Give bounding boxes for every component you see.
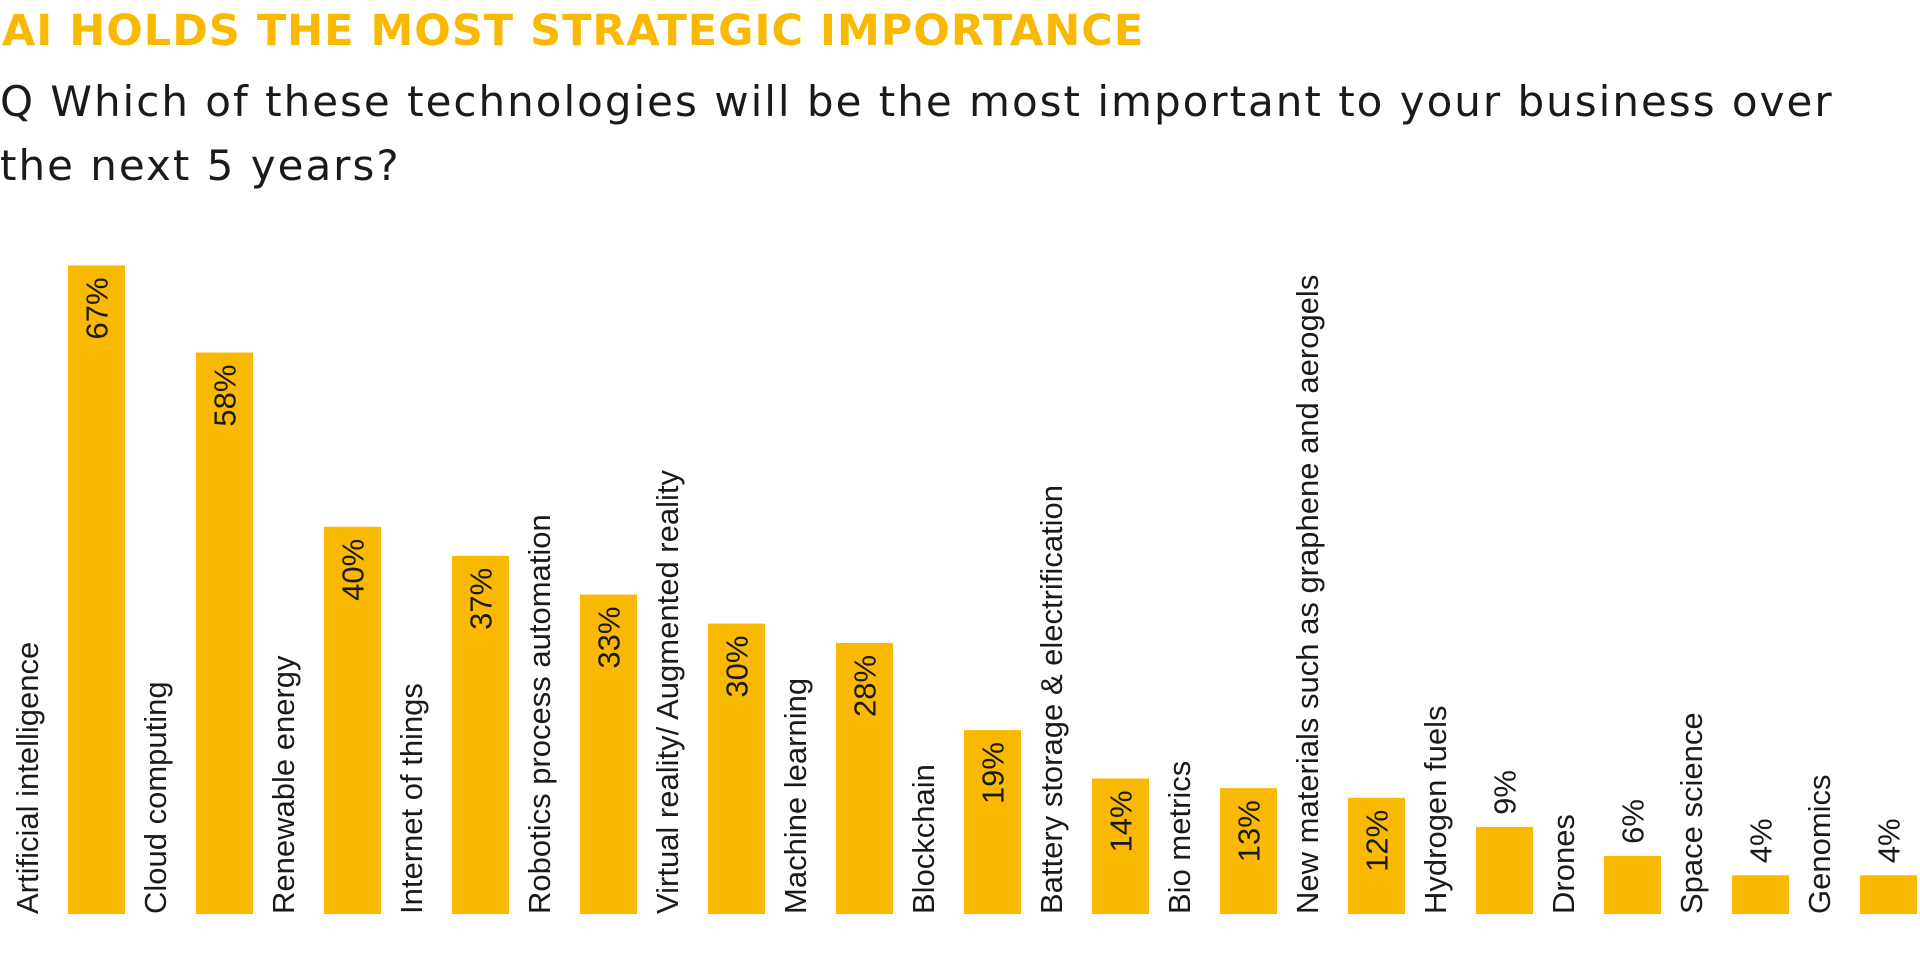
- data-label: 14%: [1104, 790, 1139, 852]
- bar-group: Drones 6%: [1546, 799, 1661, 914]
- bar: [1860, 875, 1917, 914]
- data-label: 12%: [1360, 810, 1395, 872]
- data-label: 4%: [1872, 818, 1907, 863]
- bar-group: Battery storage & electrification 14%: [1034, 485, 1149, 914]
- chart-subtitle: Q Which of these technologies will be th…: [0, 77, 1834, 190]
- bar: [1604, 855, 1661, 914]
- bar-group: Internet of things 37%: [394, 555, 509, 914]
- category-label: Blockchain: [906, 764, 941, 914]
- bar-group: Renewable energy 40%: [266, 526, 381, 914]
- bar-group: Artificial intelligence 67%: [10, 265, 125, 914]
- category-label: Battery storage & electrification: [1034, 485, 1069, 914]
- bar: [836, 642, 893, 914]
- category-label: Machine learning: [778, 678, 813, 914]
- bars-layer: Artificial intelligence 67% Cloud computin…: [10, 265, 1917, 914]
- bar: [452, 555, 509, 914]
- chart-title: AI HOLDS THE MOST STRATEGIC IMPORTANCE: [2, 6, 1145, 56]
- category-label: Internet of things: [394, 683, 429, 914]
- data-label: 37%: [464, 568, 499, 630]
- bar-group: Hydrogen fuels 9%: [1418, 705, 1533, 914]
- data-label: 30%: [720, 636, 755, 698]
- data-label: 33%: [592, 607, 627, 669]
- data-label: 4%: [1744, 818, 1779, 863]
- category-label: Artificial intelligence: [10, 642, 45, 914]
- bar: [708, 623, 765, 914]
- category-label: New materials such as graphene and aerog…: [1290, 275, 1325, 914]
- bar-group: Cloud computing 58%: [138, 352, 253, 914]
- bar-group: Bio metrics 13%: [1162, 761, 1277, 914]
- data-label: 58%: [208, 365, 243, 427]
- data-label: 13%: [1232, 800, 1267, 862]
- bar-group: Robotics process automation 33%: [522, 514, 637, 914]
- bar-group: Blockchain 19%: [906, 730, 1021, 914]
- category-label: Genomics: [1802, 774, 1837, 914]
- bar: [1732, 875, 1789, 914]
- bar-group: Machine learning 28%: [778, 642, 893, 914]
- category-label: Renewable energy: [266, 655, 301, 914]
- data-label: 67%: [80, 277, 115, 339]
- category-label: Cloud computing: [138, 681, 173, 914]
- category-label: Hydrogen fuels: [1418, 705, 1453, 914]
- bar: [1092, 778, 1149, 914]
- category-label: Robotics process automation: [522, 514, 557, 914]
- bar: [1476, 826, 1533, 914]
- bar-group: New materials such as graphene and aerog…: [1290, 275, 1405, 914]
- bar-group: Genomics 4%: [1802, 774, 1917, 914]
- bar: [964, 730, 1021, 914]
- bar: [196, 352, 253, 914]
- category-label: Bio metrics: [1162, 761, 1197, 914]
- bar-group: Space science 4%: [1674, 712, 1789, 914]
- bar: [324, 526, 381, 914]
- bar-group: Virtual reality/ Augmented reality 30%: [650, 470, 765, 914]
- data-label: 28%: [848, 655, 883, 717]
- data-label: 40%: [336, 539, 371, 601]
- bar: [1220, 788, 1277, 914]
- category-label: Drones: [1546, 814, 1581, 914]
- data-label: 6%: [1616, 799, 1651, 844]
- bar: [68, 265, 125, 914]
- bar: [1348, 797, 1405, 914]
- category-label: Space science: [1674, 712, 1709, 914]
- category-label: Virtual reality/ Augmented reality: [650, 470, 685, 914]
- data-label: 19%: [976, 742, 1011, 804]
- data-label: 9%: [1488, 770, 1523, 815]
- bar: [580, 594, 637, 914]
